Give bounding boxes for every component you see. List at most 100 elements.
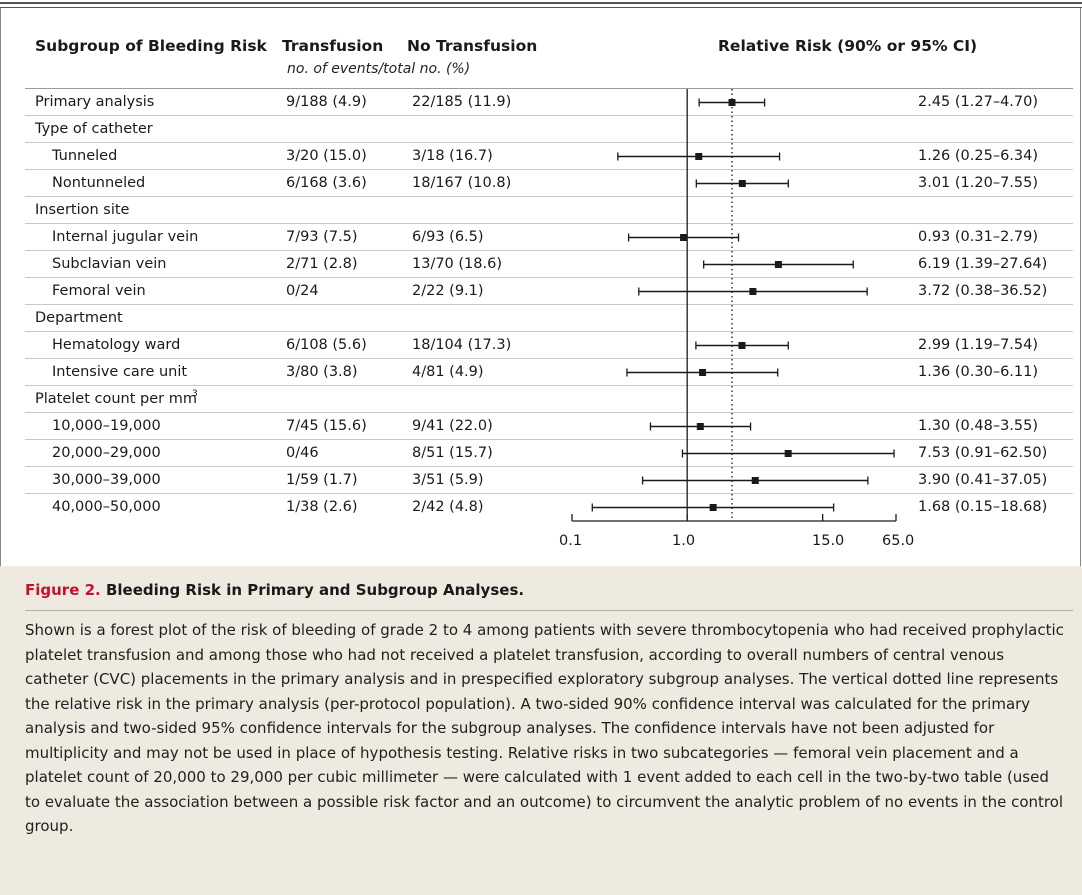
row-label: 30,000–39,000 bbox=[52, 472, 161, 488]
row-divider bbox=[25, 142, 1073, 143]
header-divider bbox=[25, 88, 1073, 89]
figure-frame bbox=[0, 8, 1081, 895]
row-label: Primary analysis bbox=[35, 94, 155, 110]
table-row: Department bbox=[0, 305, 1082, 332]
table-row: 20,000–29,000 0/46 8/51 (15.7) 7.53 (0.91–6… bbox=[0, 440, 1082, 467]
table-row: 40,000–50,000 1/38 (2.6) 2/42 (4.8) 1.68 (0… bbox=[0, 494, 1082, 521]
table-row: Nontunneled 6/168 (3.6) 18/167 (10.8) 3.01 … bbox=[0, 170, 1082, 197]
row-divider bbox=[25, 223, 1073, 224]
transfusion-value: 6/168 (3.6) bbox=[286, 175, 367, 191]
figure-caption: Figure 2. Bleeding Risk in Primary and S… bbox=[0, 566, 1082, 895]
no-transfusion-value: 6/93 (6.5) bbox=[412, 229, 484, 245]
no-transfusion-value: 9/41 (22.0) bbox=[412, 418, 493, 434]
tick-label: 1.0 bbox=[672, 533, 696, 549]
relative-risk-value: 3.72 (0.38–36.52) bbox=[918, 283, 1048, 299]
no-transfusion-value: 2/22 (9.1) bbox=[412, 283, 484, 299]
figure-title: Bleeding Risk in Primary and Subgroup An… bbox=[105, 581, 525, 599]
row-label: Intensive care unit bbox=[52, 364, 188, 380]
tick-label: 0.1 bbox=[559, 533, 583, 549]
row-divider bbox=[25, 493, 1073, 494]
transfusion-value: 3/20 (15.0) bbox=[286, 148, 367, 164]
no-transfusion-value: 18/167 (10.8) bbox=[412, 175, 512, 191]
col-header-relative-risk: Relative Risk (90% or 95% CI) bbox=[718, 37, 978, 55]
row-divider bbox=[25, 196, 1073, 197]
table-row: Primary analysis 9/188 (4.9) 22/185 (11.9)… bbox=[0, 89, 1082, 116]
row-divider bbox=[25, 169, 1073, 170]
row-label: 40,000–50,000 bbox=[52, 499, 161, 515]
row-label: 10,000–19,000 bbox=[52, 418, 161, 434]
col-header-transfusion: Transfusion bbox=[282, 37, 384, 55]
transfusion-value: 1/38 (2.6) bbox=[286, 499, 358, 515]
row-divider bbox=[25, 358, 1073, 359]
subgroup-heading: Insertion site bbox=[35, 202, 130, 218]
relative-risk-value: 0.93 (0.31–2.79) bbox=[918, 229, 1039, 245]
no-transfusion-value: 13/70 (18.6) bbox=[412, 256, 502, 272]
col-header-no-transfusion: No Transfusion bbox=[407, 37, 538, 55]
row-divider bbox=[25, 466, 1073, 467]
top-rule-thin bbox=[0, 7, 1082, 8]
table-row: Subclavian vein 2/71 (2.8) 13/70 (18.6) 6.1… bbox=[0, 251, 1082, 278]
tick-label: 65.0 bbox=[882, 533, 915, 549]
row-label: Nontunneled bbox=[52, 175, 146, 191]
no-transfusion-value: 8/51 (15.7) bbox=[412, 445, 493, 461]
row-divider bbox=[25, 385, 1073, 386]
relative-risk-value: 1.36 (0.30–6.11) bbox=[918, 364, 1039, 380]
no-transfusion-value: 3/51 (5.9) bbox=[412, 472, 484, 488]
table-row: Insertion site bbox=[0, 197, 1082, 224]
no-transfusion-value: 2/42 (4.8) bbox=[412, 499, 484, 515]
relative-risk-value: 7.53 (0.91–62.50) bbox=[918, 445, 1048, 461]
caption-body: Shown is a forest plot of the risk of bl… bbox=[25, 621, 1064, 835]
row-divider bbox=[25, 412, 1073, 413]
transfusion-value: 7/93 (7.5) bbox=[286, 229, 358, 245]
relative-risk-value: 1.30 (0.48–3.55) bbox=[918, 418, 1039, 434]
col-header-subgroup: Subgroup of Bleeding Risk bbox=[35, 37, 267, 55]
subgroup-heading: Type of catheter bbox=[35, 121, 153, 137]
top-rule bbox=[0, 2, 1082, 4]
row-divider bbox=[25, 115, 1073, 116]
table-row: 10,000–19,000 7/45 (15.6) 9/41 (22.0) 1.30 … bbox=[0, 413, 1082, 440]
table-row: 30,000–39,000 1/59 (1.7) 3/51 (5.9) 3.90 (0… bbox=[0, 467, 1082, 494]
no-transfusion-value: 3/18 (16.7) bbox=[412, 148, 493, 164]
row-label: Femoral vein bbox=[52, 283, 146, 299]
row-divider bbox=[25, 331, 1073, 332]
table-row: Tunneled 3/20 (15.0) 3/18 (16.7) 1.26 (0.25… bbox=[0, 143, 1082, 170]
transfusion-value: 9/188 (4.9) bbox=[286, 94, 367, 110]
relative-risk-value: 1.68 (0.15–18.68) bbox=[918, 499, 1048, 515]
row-label: 20,000–29,000 bbox=[52, 445, 161, 461]
no-transfusion-value: 4/81 (4.9) bbox=[412, 364, 484, 380]
relative-risk-value: 2.45 (1.27–4.70) bbox=[918, 94, 1039, 110]
relative-risk-value: 3.90 (0.41–37.05) bbox=[918, 472, 1048, 488]
relative-risk-value: 1.26 (0.25–6.34) bbox=[918, 148, 1039, 164]
row-divider bbox=[25, 250, 1073, 251]
transfusion-value: 2/71 (2.8) bbox=[286, 256, 358, 272]
subgroup-heading: Department bbox=[35, 310, 123, 326]
row-divider bbox=[25, 277, 1073, 278]
row-divider bbox=[25, 439, 1073, 440]
relative-risk-value: 2.99 (1.19–7.54) bbox=[918, 337, 1039, 353]
table-row: Femoral vein 0/24 2/22 (9.1) 3.72 (0.38–36.… bbox=[0, 278, 1082, 305]
transfusion-value: 0/24 bbox=[286, 283, 319, 299]
tick-label: 15.0 bbox=[812, 533, 845, 549]
row-label: Internal jugular vein bbox=[52, 229, 199, 245]
col-subheader: no. of events/total no. (%) bbox=[287, 61, 471, 77]
relative-risk-value: 3.01 (1.20–7.55) bbox=[918, 175, 1039, 191]
transfusion-value: 6/108 (5.6) bbox=[286, 337, 367, 353]
relative-risk-value: 6.19 (1.39–27.64) bbox=[918, 256, 1048, 272]
no-transfusion-value: 18/104 (17.3) bbox=[412, 337, 512, 353]
table-row: Intensive care unit 3/80 (3.8) 4/81 (4.9) 1… bbox=[0, 359, 1082, 386]
row-label: Subclavian vein bbox=[52, 256, 167, 272]
transfusion-value: 0/46 bbox=[286, 445, 319, 461]
transfusion-value: 1/59 (1.7) bbox=[286, 472, 358, 488]
caption-title: Figure 2. Bleeding Risk in Primary and S… bbox=[25, 581, 524, 599]
table-row: Internal jugular vein 7/93 (7.5) 6/93 (6.5… bbox=[0, 224, 1082, 251]
row-label: Tunneled bbox=[52, 148, 118, 164]
row-divider bbox=[25, 304, 1073, 305]
caption-divider bbox=[25, 610, 1073, 611]
transfusion-value: 7/45 (15.6) bbox=[286, 418, 367, 434]
superscript: 3 bbox=[192, 389, 198, 399]
subgroup-heading: Platelet count per mm bbox=[35, 391, 197, 407]
no-transfusion-value: 22/185 (11.9) bbox=[412, 94, 512, 110]
row-label: Hematology ward bbox=[52, 337, 181, 353]
figure-label: Figure 2. bbox=[25, 581, 101, 599]
transfusion-value: 3/80 (3.8) bbox=[286, 364, 358, 380]
